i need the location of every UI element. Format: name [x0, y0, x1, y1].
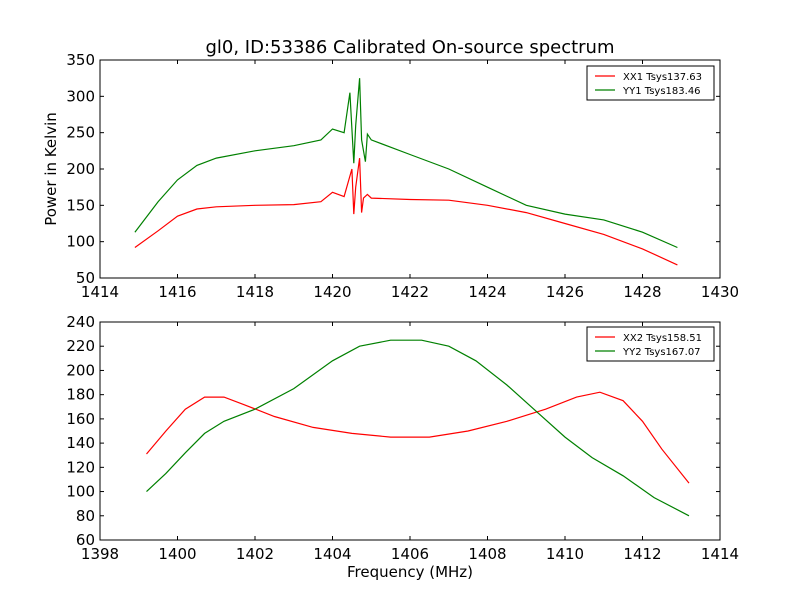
x-tick-label: 1404: [313, 545, 351, 563]
legend-entry: YY1 Tsys183.46: [622, 86, 701, 97]
x-tick-label: 1418: [236, 283, 274, 301]
y-tick-label: 200: [66, 361, 95, 379]
legend-box: [586, 65, 715, 101]
x-tick-label: 1402: [236, 545, 274, 563]
subplot-1: 1414 1416 1418 1420 1422 1424 1426 1428 1430 50 10…: [42, 37, 739, 301]
x-tick-label: 1428: [623, 283, 661, 301]
x-tick-label: 1406: [391, 545, 429, 563]
x-axis-label: Frequency (MHz): [347, 563, 473, 581]
y-tick-label: 80: [76, 507, 95, 525]
legend-entry: XX2 Tsys158.51: [623, 333, 702, 344]
y-tick-label: 120: [66, 458, 95, 476]
x-tick-label: 1420: [313, 283, 351, 301]
x-tick-label: 1400: [158, 545, 196, 563]
y-tick-label: 140: [66, 434, 95, 452]
x-tick-label: 1398: [81, 545, 119, 563]
x-tick-label: 1426: [546, 283, 584, 301]
y-tick-label: 220: [66, 337, 95, 355]
y-tick-label: 200: [66, 160, 95, 178]
x-tick-label: 1414: [701, 545, 739, 563]
series-line-xx1: [134, 158, 678, 266]
legend: XX2 Tsys158.51 YY2 Tsys167.07: [586, 326, 715, 362]
x-tick-label: 1412: [623, 545, 661, 563]
subplot-2: 1398 1400 1402 1404 1406 1408 1410 1412 1414 60 80…: [66, 313, 739, 581]
legend-entry: XX1 Tsys137.63: [623, 72, 702, 83]
x-tick-label: 1410: [546, 545, 584, 563]
y-tick-label: 60: [76, 531, 95, 549]
x-tick-label: 1424: [468, 283, 506, 301]
y-axis-label: Power in Kelvin: [42, 112, 60, 226]
chart-title: gl0, ID:53386 Calibrated On-source spect…: [205, 37, 614, 58]
y-tick-label: 240: [66, 313, 95, 331]
legend-box: [586, 326, 715, 362]
series-line-xx2: [146, 391, 690, 484]
y-tick-label: 250: [66, 124, 95, 142]
series-line-yy2: [146, 339, 690, 517]
y-tick-label: 160: [66, 410, 95, 428]
y-tick-label: 50: [76, 269, 95, 287]
y-tick-label: 100: [66, 233, 95, 251]
x-tick-label: 1408: [468, 545, 506, 563]
legend-entry: YY2 Tsys167.07: [622, 347, 701, 358]
y-tick-label: 150: [66, 196, 95, 214]
x-tick-label: 1414: [81, 283, 119, 301]
series-line-yy1: [134, 78, 678, 249]
x-tick-label: 1416: [158, 283, 196, 301]
x-tick-label: 1422: [391, 283, 429, 301]
x-tick-label: 1430: [701, 283, 739, 301]
legend: XX1 Tsys137.63 YY1 Tsys183.46: [586, 65, 715, 101]
y-tick-label: 180: [66, 386, 95, 404]
y-tick-label: 100: [66, 483, 95, 501]
y-tick-label: 350: [66, 51, 95, 69]
y-tick-label: 300: [66, 87, 95, 105]
